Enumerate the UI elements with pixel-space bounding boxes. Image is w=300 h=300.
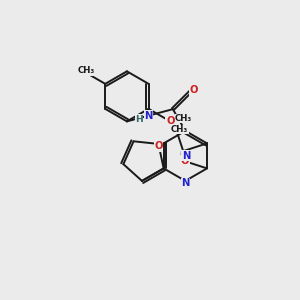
Text: O: O	[154, 141, 163, 151]
Text: N: N	[145, 111, 153, 121]
Text: O: O	[189, 85, 198, 95]
Text: O: O	[180, 156, 189, 166]
Text: CH₃: CH₃	[78, 66, 95, 75]
Text: CH₃: CH₃	[175, 114, 192, 123]
Text: N: N	[182, 151, 190, 161]
Text: H: H	[135, 115, 143, 124]
Text: CH₃: CH₃	[171, 125, 188, 134]
Text: O: O	[166, 116, 175, 126]
Text: N: N	[181, 178, 190, 188]
